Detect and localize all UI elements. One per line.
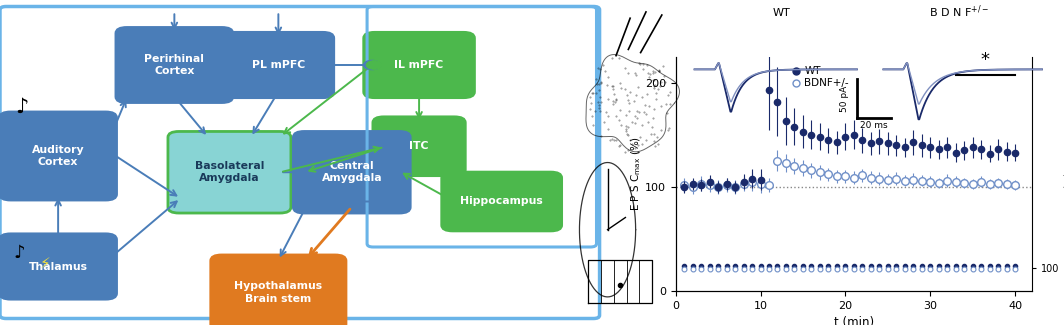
Text: Hypothalamus
Brain stem: Hypothalamus Brain stem [234,281,322,304]
Text: 20 ms: 20 ms [860,121,887,130]
Text: Thalamus: Thalamus [29,262,87,271]
FancyBboxPatch shape [364,32,475,98]
Circle shape [366,61,382,69]
Text: B D N F$^{+/-}$: B D N F$^{+/-}$ [929,3,988,20]
FancyBboxPatch shape [116,28,233,103]
Y-axis label: E P S C$_{\mathrm{max}}$ (%): E P S C$_{\mathrm{max}}$ (%) [630,136,644,212]
FancyBboxPatch shape [372,117,465,176]
Text: Central
Amygdala: Central Amygdala [321,161,382,183]
Text: ♪: ♪ [14,244,24,263]
Text: *: * [981,51,990,69]
Text: PL mPFC: PL mPFC [252,60,305,70]
Y-axis label: R$_s$ (%): R$_s$ (%) [1060,158,1064,190]
FancyBboxPatch shape [168,132,290,213]
X-axis label: t (min): t (min) [834,316,874,325]
FancyBboxPatch shape [211,255,346,325]
Circle shape [364,60,381,70]
Text: 50 pA: 50 pA [841,85,849,112]
Text: ITC: ITC [410,141,429,151]
FancyBboxPatch shape [294,132,411,213]
FancyBboxPatch shape [0,234,117,299]
FancyBboxPatch shape [442,172,562,231]
Text: Basolateral
Amygdala: Basolateral Amygdala [195,161,264,183]
Text: Auditory
Cortex: Auditory Cortex [32,145,84,167]
Legend: WT, BDNF+/-: WT, BDNF+/- [787,62,853,93]
Text: IL mPFC: IL mPFC [395,60,444,70]
Text: WT: WT [772,8,791,18]
Text: ⚡: ⚡ [39,256,50,271]
Text: Perirhinal
Cortex: Perirhinal Cortex [145,54,204,76]
FancyBboxPatch shape [0,112,117,200]
FancyBboxPatch shape [223,32,334,98]
Text: ♪: ♪ [15,97,29,117]
Text: Hippocampus: Hippocampus [461,197,543,206]
